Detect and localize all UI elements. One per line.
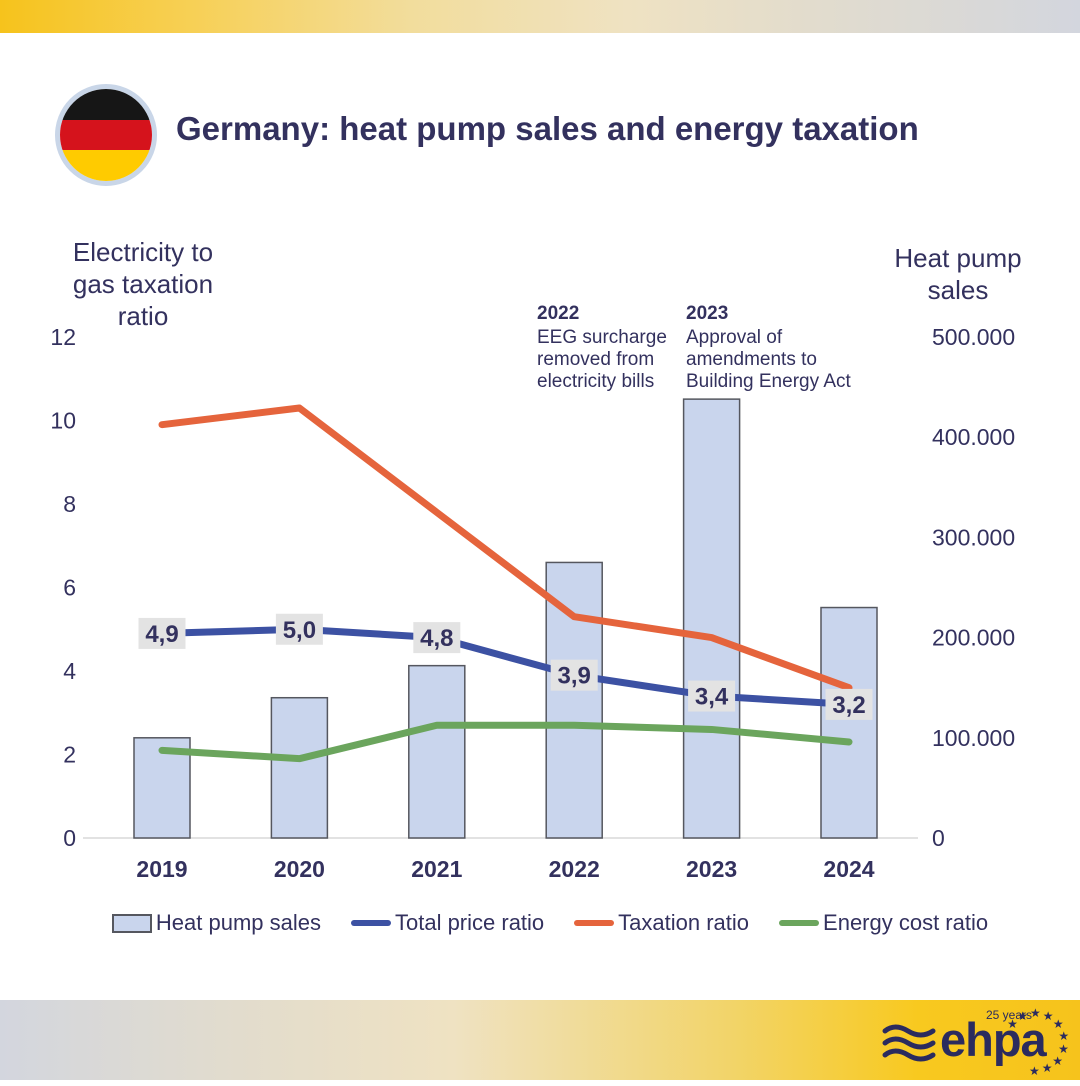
blue-line-swatch-icon xyxy=(350,920,391,926)
orange-line-swatch-icon xyxy=(574,920,615,926)
svg-text:5,0: 5,0 xyxy=(283,617,316,644)
svg-text:300.000: 300.000 xyxy=(932,524,1015,550)
bar-swatch-icon xyxy=(111,913,152,933)
star-icon: ★ xyxy=(1058,1028,1070,1043)
star-icon: ★ xyxy=(1052,1053,1063,1068)
left-axis-title: Electricity to gas taxation ratio xyxy=(72,237,214,331)
svg-text:2024: 2024 xyxy=(823,856,874,882)
svg-text:2: 2 xyxy=(63,742,76,768)
svg-text:200.000: 200.000 xyxy=(932,625,1015,651)
svg-text:400.000: 400.000 xyxy=(932,424,1015,450)
annotation-2023: 2023 Approval of amendments to Building … xyxy=(686,303,851,392)
svg-text:2023: 2023 xyxy=(686,856,737,882)
svg-text:2020: 2020 xyxy=(274,856,325,882)
svg-text:4,9: 4,9 xyxy=(145,621,178,648)
star-icon: ★ xyxy=(1007,1017,1018,1032)
chart-legend: Heat pump sales Total price ratio Taxati… xyxy=(0,910,1080,936)
svg-text:0: 0 xyxy=(932,825,945,851)
svg-text:2019: 2019 xyxy=(136,856,187,882)
green-line-swatch-icon xyxy=(779,920,820,926)
star-icon: ★ xyxy=(1042,1008,1054,1023)
svg-text:2022: 2022 xyxy=(549,856,600,882)
svg-text:6: 6 xyxy=(63,575,76,601)
ehpa-logo: ehpa 25 years ★ ★ ★ ★ ★ ★ ★ ★ ★ ★ xyxy=(882,1007,1072,1077)
svg-text:4: 4 xyxy=(63,658,76,684)
right-axis-title: Heat pump sales xyxy=(894,243,1022,305)
legend-item-heat-pump-sales: Heat pump sales xyxy=(111,910,321,936)
svg-text:8: 8 xyxy=(63,491,76,517)
star-icon: ★ xyxy=(1058,1042,1069,1057)
star-icon: ★ xyxy=(1030,1006,1041,1020)
ehpa-25-years-badge: 25 years xyxy=(986,1008,1033,1022)
annotation-2022: 2022 EEG surcharge removed from electric… xyxy=(537,303,667,392)
eu-stars-arc-icon: ★ ★ ★ ★ ★ ★ ★ ★ ★ ★ xyxy=(1007,1002,1080,1086)
page-title: Germany: heat pump sales and energy taxa… xyxy=(176,110,919,147)
svg-text:2021: 2021 xyxy=(411,856,462,882)
star-icon: ★ xyxy=(1028,1063,1040,1078)
flag-stripe-red xyxy=(60,119,152,151)
ehpa-waves-icon xyxy=(882,1024,936,1062)
legend-item-energy-cost-ratio: Energy cost ratio xyxy=(779,910,988,936)
svg-text:3,4: 3,4 xyxy=(695,684,729,711)
svg-text:12: 12 xyxy=(50,324,76,350)
svg-text:10: 10 xyxy=(50,408,76,434)
svg-text:3,9: 3,9 xyxy=(558,663,591,690)
svg-text:500.000: 500.000 xyxy=(932,324,1015,350)
top-gradient-band xyxy=(0,0,1080,33)
germany-flag-icon xyxy=(55,84,157,186)
legend-item-taxation-ratio: Taxation ratio xyxy=(574,910,749,936)
star-icon: ★ xyxy=(1017,1008,1029,1023)
star-icon: ★ xyxy=(1052,1017,1064,1032)
svg-text:0: 0 xyxy=(63,825,76,851)
svg-text:100.000: 100.000 xyxy=(932,725,1015,751)
svg-text:3,2: 3,2 xyxy=(832,692,865,719)
star-icon: ★ xyxy=(1041,1061,1053,1076)
legend-item-total-price-ratio: Total price ratio xyxy=(350,910,544,936)
ehpa-wordmark: ehpa xyxy=(940,1013,1047,1066)
svg-text:4,8: 4,8 xyxy=(420,625,453,652)
